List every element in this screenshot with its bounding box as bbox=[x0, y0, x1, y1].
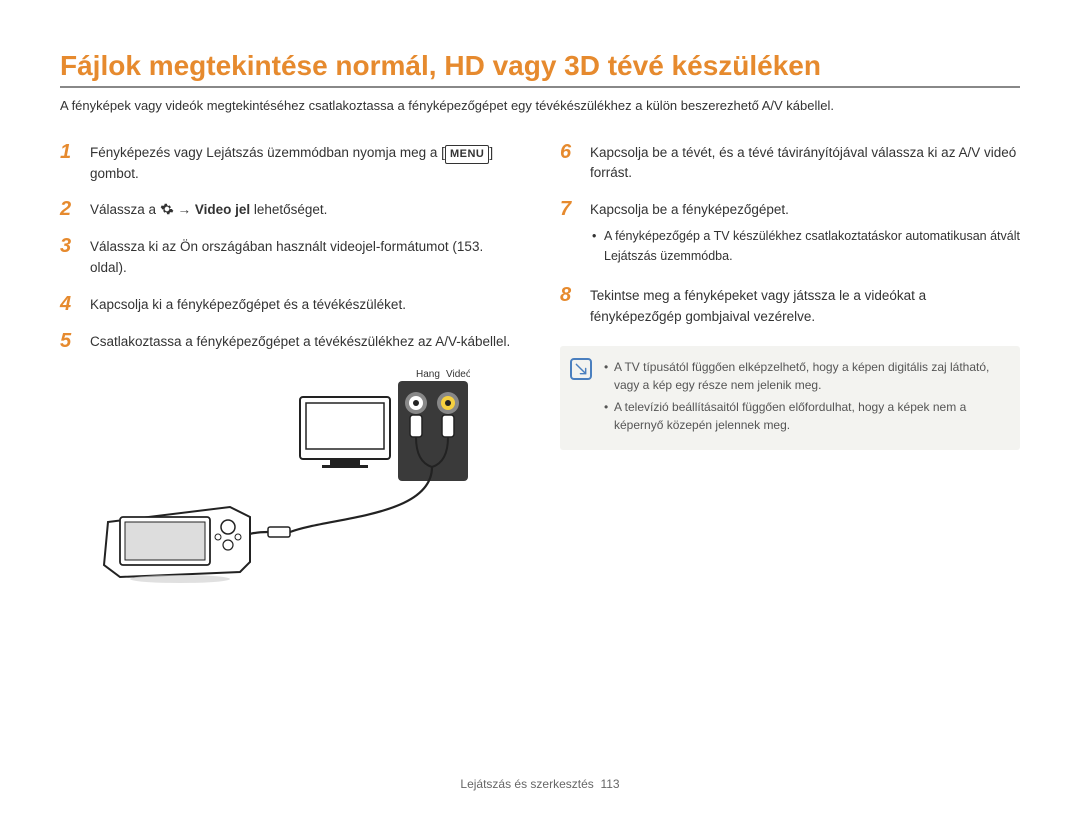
step-number: 3 bbox=[60, 235, 78, 279]
right-column: 6 Kapcsolja be a tévét, és a tévé távirá… bbox=[560, 141, 1020, 605]
menu-button-label: MENU bbox=[445, 145, 489, 164]
step-2: 2 Válassza a → Video jel lehetőséget. bbox=[60, 198, 520, 221]
step-number: 6 bbox=[560, 141, 578, 185]
note-item: A televízió beállításaitól függően előfo… bbox=[604, 398, 1006, 434]
camera-icon bbox=[104, 507, 250, 583]
page-footer: Lejátszás és szerkesztés 113 bbox=[0, 777, 1080, 791]
left-column: 1 Fényképezés vagy Lejátszás üzemmódban … bbox=[60, 141, 520, 605]
step-4: 4 Kapcsolja ki a fényképezőgépet és a té… bbox=[60, 293, 520, 316]
step-8: 8 Tekintse meg a fényképeket vagy játssz… bbox=[560, 284, 1020, 328]
title-underline bbox=[60, 86, 1020, 88]
info-note-box: A TV típusától függően elképzelhető, hog… bbox=[560, 346, 1020, 450]
step-7: 7 Kapcsolja be a fényképezőgépet. A fény… bbox=[560, 198, 1020, 270]
step-number: 2 bbox=[60, 198, 78, 221]
page-subtitle: A fényképek vagy videók megtekintéséhez … bbox=[60, 98, 1020, 113]
step-number: 4 bbox=[60, 293, 78, 316]
step-number: 7 bbox=[560, 198, 578, 270]
step-text: Kapcsolja be a fényképezőgépet. A fényké… bbox=[590, 198, 1020, 270]
step-text: Fényképezés vagy Lejátszás üzemmódban ny… bbox=[90, 141, 520, 185]
step-text: Tekintse meg a fényképeket vagy játssza … bbox=[590, 284, 1020, 328]
footer-section: Lejátszás és szerkesztés bbox=[460, 777, 593, 791]
step-5: 5 Csatlakoztassa a fényképezőgépet a tév… bbox=[60, 330, 520, 353]
footer-page-number: 113 bbox=[600, 777, 619, 791]
step-text: Kapcsolja ki a fényképezőgépet és a tévé… bbox=[90, 293, 520, 316]
note-item: A TV típusától függően elképzelhető, hog… bbox=[604, 358, 1006, 394]
note-icon bbox=[570, 358, 592, 380]
step-6: 6 Kapcsolja be a tévét, és a tévé távirá… bbox=[560, 141, 1020, 185]
step-number: 5 bbox=[60, 330, 78, 353]
step-3: 3 Válassza ki az Ön országában használt … bbox=[60, 235, 520, 279]
content-columns: 1 Fényképezés vagy Lejátszás üzemmódban … bbox=[60, 141, 1020, 605]
step-text: Kapcsolja be a tévét, és a tévé távirány… bbox=[590, 141, 1020, 185]
video-port-label: Videó bbox=[446, 369, 470, 380]
step-7-sub: A fényképezőgép a TV készülékhez csatlak… bbox=[604, 227, 1020, 266]
step-text: Válassza a → Video jel lehetőséget. bbox=[90, 198, 520, 221]
step-text: Válassza ki az Ön országában használt vi… bbox=[90, 235, 520, 279]
step-text: Csatlakoztassa a fényképezőgépet a tévék… bbox=[90, 330, 520, 353]
gear-icon bbox=[160, 202, 174, 216]
step-number: 1 bbox=[60, 141, 78, 185]
page-title: Fájlok megtekintése normál, HD vagy 3D t… bbox=[60, 50, 1020, 82]
connection-diagram: Hang Videó bbox=[90, 367, 520, 604]
audio-port-label: Hang bbox=[416, 369, 440, 380]
step-1: 1 Fényképezés vagy Lejátszás üzemmódban … bbox=[60, 141, 520, 185]
step-number: 8 bbox=[560, 284, 578, 328]
